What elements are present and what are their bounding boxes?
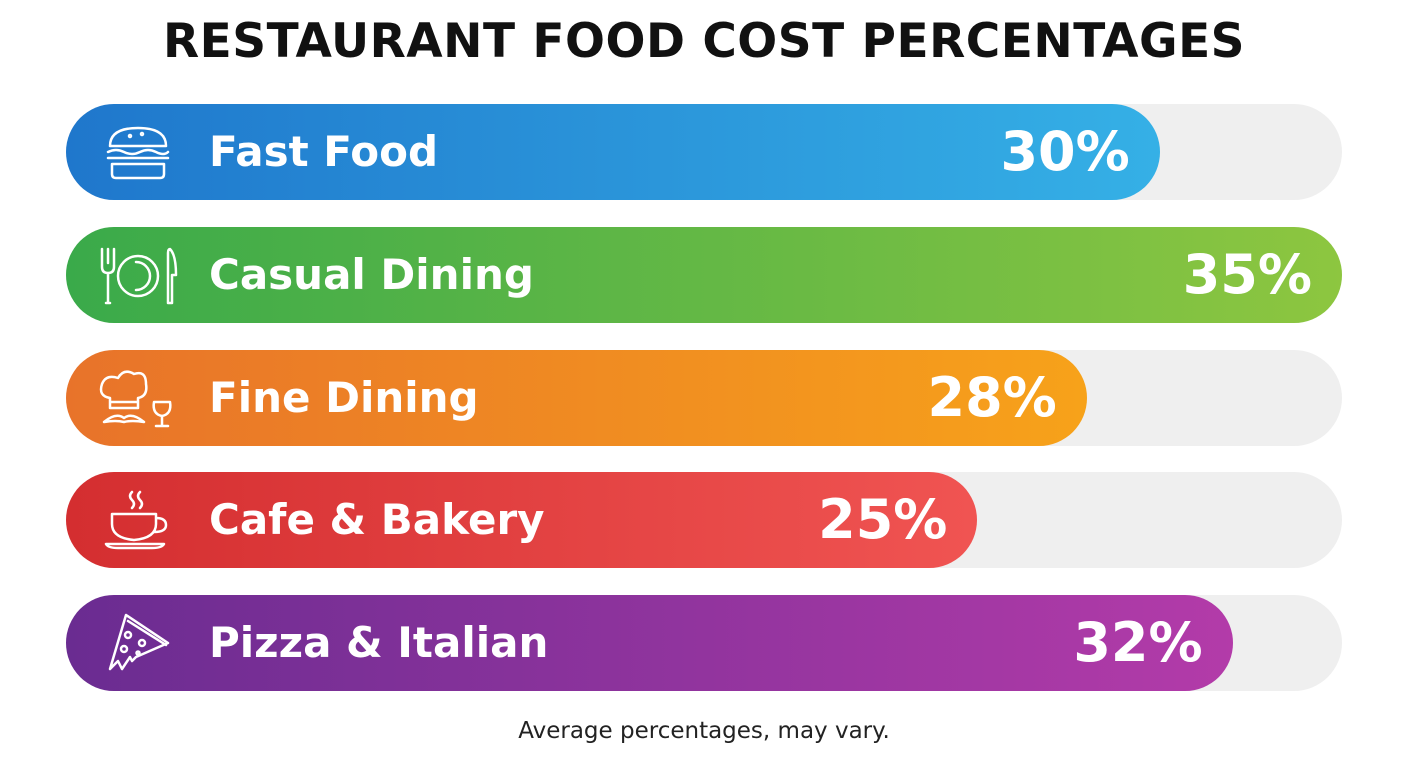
data-label: 30% [1000,120,1130,183]
bar-cafe-bakery: Cafe & Bakery 25% [66,472,978,568]
data-label: 25% [818,488,948,551]
bar-track: Fine Dining 28% [66,350,1342,446]
pizza-slice-icon [108,613,170,671]
bar-casual-dining: Casual Dining 35% [66,227,1342,323]
footnote: Average percentages, may vary. [518,718,890,744]
bar-track: Casual Dining 35% [66,227,1342,323]
plate-cutlery-icon [100,247,178,305]
chef-hat-wine-icon [99,370,172,428]
chart-title: RESTAURANT FOOD COST PERCENTAGES [162,14,1246,69]
bar-label: Casual Dining [209,250,534,299]
bar-fine-dining: Fine Dining 28% [66,350,1087,446]
bar-track: Pizza & Italian 32% [66,595,1342,691]
bar-pizza-italian: Pizza & Italian 32% [66,595,1233,691]
bar-label: Pizza & Italian [209,618,549,667]
bar-track: Fast Food 30% [66,104,1342,200]
bar-fast-food: Fast Food 30% [66,104,1160,200]
coffee-cup-icon [104,490,168,550]
bar-label: Cafe & Bakery [209,495,545,544]
data-label: 32% [1073,611,1203,674]
data-label: 28% [927,366,1057,429]
bar-label: Fast Food [209,127,439,176]
burger-icon [106,126,170,180]
bar-label: Fine Dining [209,373,479,422]
bar-track: Cafe & Bakery 25% [66,472,1342,568]
data-label: 35% [1182,243,1312,306]
